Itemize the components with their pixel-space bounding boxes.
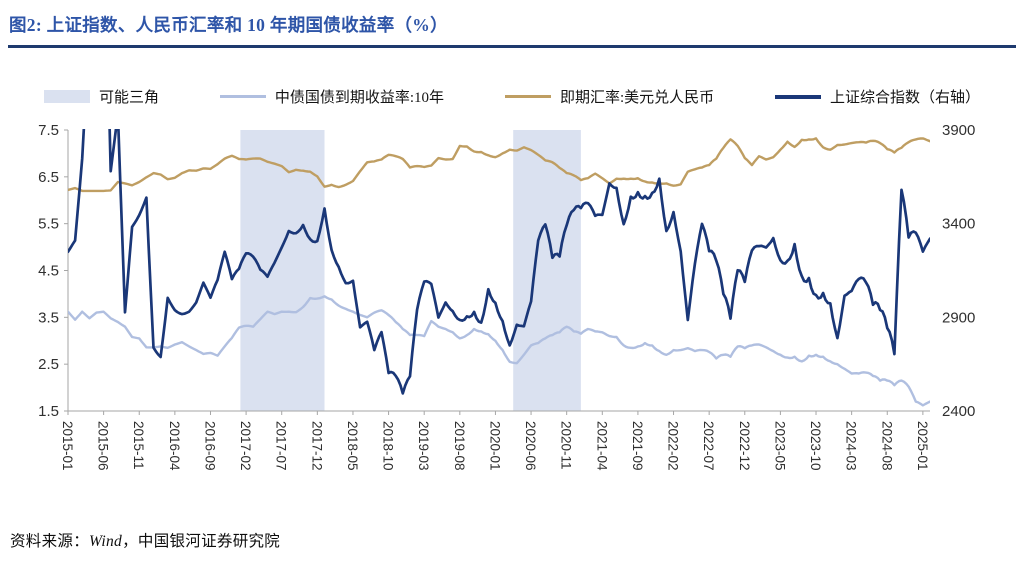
right-axis-tick-label: 2400	[942, 403, 975, 420]
cgb-10y-yield-line	[68, 295, 930, 407]
source-institution: ，中国银河证券研究院	[122, 533, 281, 550]
band-swatch-icon	[44, 90, 90, 103]
x-axis-tick-label: 2022-12	[737, 421, 752, 471]
x-axis-tick-label: 2022-02	[666, 421, 681, 471]
x-axis-tick-label: 2020-01	[487, 421, 502, 471]
left-axis-tick-label: 3.5	[38, 309, 59, 326]
x-axis-tick-label: 2018-05	[345, 421, 360, 471]
legend-label: 可能三角	[99, 90, 160, 106]
x-axis-tick-label: 2023-10	[808, 421, 823, 471]
left-axis-tick-label: 7.5	[38, 122, 59, 139]
legend-label: 中债国债到期收益率:10年	[274, 90, 445, 106]
x-axis-tick-label: 2020-06	[523, 421, 538, 471]
chart-legend: 可能三角 中债国债到期收益率:10年 即期汇率:美元兑人民币 上证综合指数（右轴…	[0, 86, 1024, 107]
legend-label: 上证综合指数（右轴）	[829, 90, 980, 106]
left-axis-tick-label: 1.5	[38, 403, 59, 420]
figure-title: 图2: 上证指数、人民币汇率和 10 年期国债收益率（%）	[9, 15, 448, 35]
highlight-band	[240, 130, 325, 411]
legend-item-sse-index: 上证综合指数（右轴）	[774, 86, 980, 107]
legend-label: 即期汇率:美元兑人民币	[559, 90, 715, 106]
left-axis-tick-label: 6.5	[38, 169, 59, 186]
x-axis-tick-label: 2015-01	[60, 421, 75, 471]
x-axis-tick-label: 2021-09	[630, 421, 645, 471]
x-axis-tick-label: 2017-07	[274, 421, 289, 471]
x-axis-tick-label: 2021-04	[594, 421, 609, 471]
x-axis-tick-label: 2024-03	[844, 421, 859, 471]
x-axis-tick-label: 2019-08	[452, 421, 467, 471]
left-axis-tick-label: 5.5	[38, 216, 59, 233]
index-line-swatch-icon	[774, 94, 821, 99]
x-axis-tick-label: 2019-03	[416, 421, 431, 471]
x-axis-tick-label: 2018-10	[381, 421, 396, 471]
right-axis-tick-label: 3400	[942, 216, 975, 233]
sse-composite-line	[68, 129, 930, 395]
x-axis-tick-label: 2025-01	[915, 421, 930, 471]
x-axis-tick-label: 2017-02	[238, 421, 253, 471]
title-rule	[8, 45, 1016, 48]
source-name: Wind	[89, 533, 123, 550]
right-axis-tick-label: 2900	[942, 309, 975, 326]
left-axis-tick-label: 2.5	[38, 356, 59, 373]
x-axis-tick-label: 2023-05	[772, 421, 787, 471]
x-axis-tick-label: 2016-09	[203, 421, 218, 471]
left-axis-tick-label: 4.5	[38, 263, 59, 280]
legend-item-usdcny: 即期汇率:美元兑人民币	[504, 86, 715, 107]
x-axis-tick-label: 2015-06	[96, 421, 111, 471]
source-note: 资料来源：Wind，中国银河证券研究院	[10, 529, 280, 551]
usdcny-spot-line	[68, 137, 930, 193]
legend-item-possible-triangle: 可能三角	[44, 86, 159, 107]
x-axis-tick-label: 2016-04	[167, 421, 182, 471]
x-axis-tick-label: 2024-08	[879, 421, 894, 471]
x-axis-tick-label: 2017-12	[309, 421, 324, 471]
legend-item-treasury-yield: 中债国债到期收益率:10年	[219, 86, 445, 107]
fx-line-swatch-icon	[504, 95, 551, 98]
x-axis-tick-label: 2022-07	[701, 421, 716, 471]
highlight-band	[513, 130, 581, 411]
yield-line-swatch-icon	[219, 95, 266, 98]
x-axis-tick-label: 2015-11	[131, 421, 146, 470]
x-axis-tick-label: 2020-11	[559, 421, 574, 470]
right-axis-tick-label: 3900	[942, 122, 975, 139]
chart-canvas: 7.5 6.5 5.5 4.5 3.5 2.5 1.5 3900 3400 2900 2400 201…	[38, 122, 975, 471]
source-label: 资料来源：	[10, 533, 90, 550]
